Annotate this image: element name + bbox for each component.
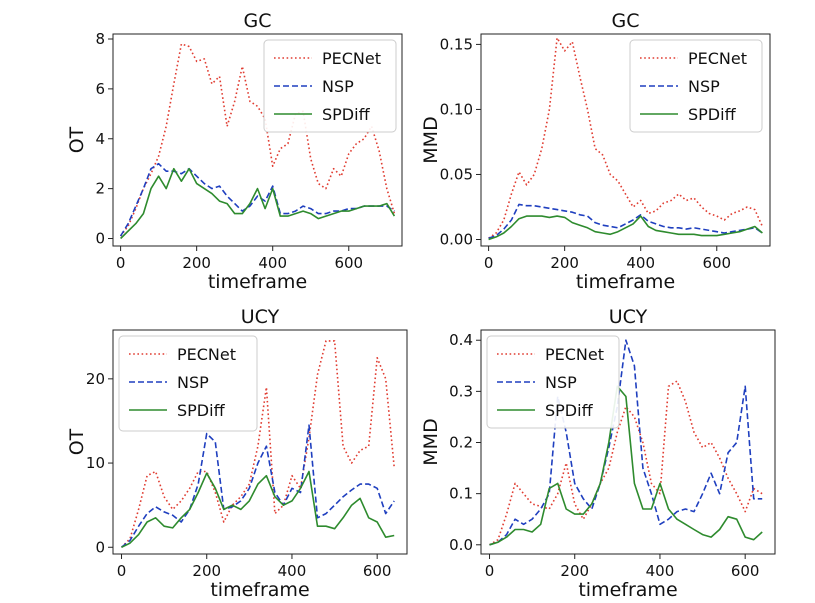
x-tick-label: 600 — [702, 254, 731, 272]
x-tick-label: 600 — [334, 254, 363, 272]
chart-panel-3: 0 200 400 600 0 10 20 UCY timeframe OT PECNet NSP SP… — [66, 306, 408, 601]
series-line-nsp — [488, 203, 763, 239]
y-tick-label: 8 — [95, 30, 105, 48]
series-line-pecnet — [120, 340, 395, 548]
y-tick-label: 0.05 — [440, 165, 473, 183]
y-tick-label: 0.15 — [440, 35, 473, 53]
legend-box — [263, 39, 397, 133]
y-tick-label: 0.0 — [449, 536, 473, 554]
x-tick-label: 200 — [192, 562, 221, 580]
x-tick-label: 400 — [646, 562, 675, 580]
x-tick-label: 400 — [626, 254, 655, 272]
legend-label-spdiff: SPDiff — [545, 401, 594, 420]
legend-label-pecnet: PECNet — [545, 345, 604, 364]
y-tick-label: 0.4 — [449, 331, 473, 349]
legend: PECNet NSP SPDiff — [118, 335, 258, 432]
x-tick-label: 600 — [363, 562, 392, 580]
y-axis-label: MMD — [420, 418, 442, 465]
legend-label-spdiff: SPDiff — [177, 401, 226, 420]
legend-label-pecnet: PECNet — [322, 49, 381, 68]
chart-panel-4: 0 200 400 600 0.0 0.1 0.2 0.3 0.4 UCY timeframe MMD… — [420, 306, 776, 601]
series-line-nsp — [119, 162, 395, 237]
legend-label-spdiff: SPDiff — [688, 105, 737, 124]
legend-label-nsp: NSP — [688, 77, 720, 96]
x-tick-label: 400 — [258, 254, 287, 272]
y-tick-label: 0.00 — [440, 230, 473, 248]
legend-label-nsp: NSP — [545, 373, 577, 392]
series-line-spdiff — [489, 385, 763, 546]
y-tick-label: 0.10 — [440, 100, 473, 118]
chart-panel-1: 0 200 400 600 0 2 4 6 8 GC timeframe OT PECNet NSP SPD… — [66, 10, 403, 293]
y-tick-label: 0.1 — [449, 485, 473, 503]
series-line-pecnet — [119, 43, 396, 237]
legend: PECNet NSP SPDiff — [486, 335, 620, 429]
chart-title: UCY — [241, 306, 280, 328]
chart-panel-2: 0 200 400 600 0.00 0.05 0.10 0.15 GC timeframe MMD… — [420, 10, 771, 293]
y-tick-label: 2 — [95, 180, 105, 198]
x-tick-label: 0 — [117, 562, 127, 580]
series-line-spdiff — [120, 167, 396, 240]
legend-box — [118, 335, 258, 432]
series-line-pecnet — [488, 37, 764, 239]
y-tick-label: 0.2 — [449, 434, 473, 452]
x-tick-label: 200 — [182, 254, 211, 272]
plot-frame — [112, 33, 403, 247]
series-line-spdiff — [121, 470, 395, 549]
legend-label-nsp: NSP — [322, 77, 354, 96]
x-axis-label: timeframe — [208, 271, 307, 293]
plot-frame — [480, 329, 776, 555]
legend-label-pecnet: PECNet — [177, 345, 236, 364]
y-tick-label: 0 — [95, 538, 105, 556]
x-tick-label: 200 — [560, 562, 589, 580]
legend-box — [629, 39, 763, 133]
series-line-nsp — [489, 339, 763, 546]
legend-label-spdiff: SPDiff — [322, 105, 371, 124]
x-tick-label: 200 — [550, 254, 579, 272]
chart-title: GC — [244, 10, 272, 32]
y-axis-label: OT — [66, 126, 88, 153]
y-tick-label: 0 — [95, 230, 105, 248]
x-tick-label: 0 — [116, 254, 126, 272]
plot-frame — [480, 33, 771, 247]
y-tick-label: 6 — [95, 80, 105, 98]
y-tick-label: 0.3 — [449, 382, 473, 400]
chart-title: GC — [612, 10, 640, 32]
x-tick-label: 0 — [484, 254, 494, 272]
y-tick-label: 10 — [86, 454, 105, 472]
x-axis-label: timeframe — [578, 579, 677, 601]
plot-frame — [112, 329, 408, 555]
x-tick-label: 400 — [278, 562, 307, 580]
x-tick-label: 600 — [731, 562, 760, 580]
x-tick-label: 0 — [485, 562, 495, 580]
legend-label-pecnet: PECNet — [688, 49, 747, 68]
y-tick-label: 4 — [95, 130, 105, 148]
legend: PECNet NSP SPDiff — [263, 39, 397, 133]
chart-title: UCY — [609, 306, 648, 328]
legend: PECNet NSP SPDiff — [629, 39, 763, 133]
series-line-nsp — [121, 424, 395, 548]
y-axis-label: OT — [66, 428, 88, 455]
series-line-spdiff — [488, 215, 763, 241]
y-tick-label: 20 — [86, 370, 105, 388]
x-axis-label: timeframe — [576, 271, 675, 293]
legend-box — [486, 335, 620, 429]
x-axis-label: timeframe — [210, 579, 309, 601]
legend-label-nsp: NSP — [177, 373, 209, 392]
y-axis-label: MMD — [420, 116, 442, 163]
